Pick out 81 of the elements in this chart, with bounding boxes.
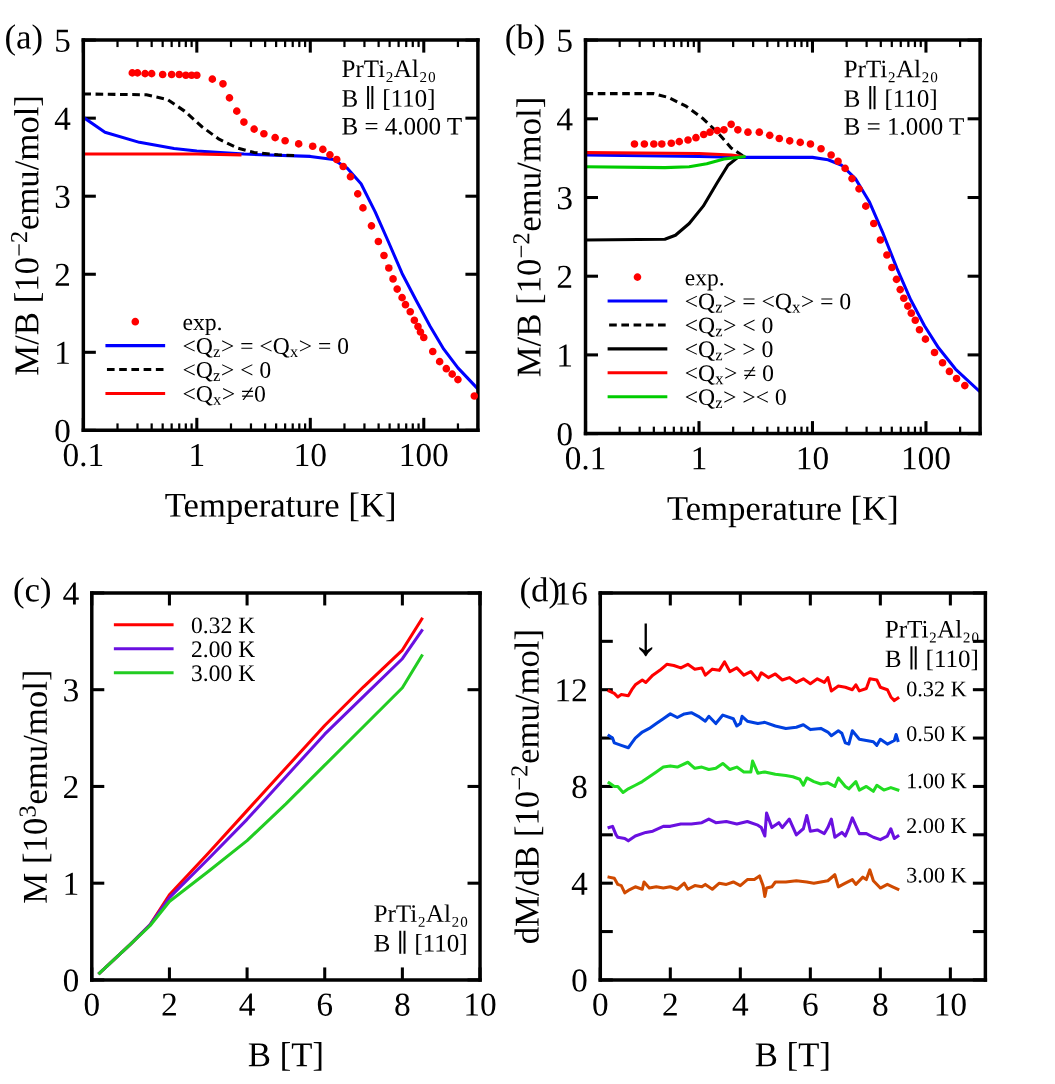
line-series [607, 868, 900, 899]
legend-label: <Q$_{x}$> ≠0 [183, 385, 265, 406]
x-tick-label: 6 [803, 993, 818, 1016]
line-series [607, 759, 900, 795]
annotation: ↓ [639, 623, 653, 657]
x-tick-label: 2 [663, 993, 677, 1016]
y-axis-title: M/B [10$^{−2}$emu/mol] [513, 99, 546, 377]
annotation: PrTi₂Al₂₀ B ∥ [110] B = 4.000 T [342, 59, 462, 135]
series-label: 1.00 K [908, 773, 967, 789]
series-label: 3.00 K [907, 867, 967, 883]
y-axis-title: M [10$^{3}$emu/mol] [19, 672, 52, 903]
line-series [607, 811, 900, 843]
legend-label: exp. [183, 318, 221, 335]
x-tick-label: 0.1 [63, 443, 103, 467]
y-tick-label: 3 [64, 679, 78, 702]
legend-label: 2.00 K [191, 641, 255, 658]
x-tick-label: 0 [593, 993, 608, 1016]
chart-title: (d) [521, 577, 559, 609]
x-tick-label: 6 [317, 993, 333, 1016]
y-tick-label: 2 [55, 263, 70, 286]
legend-label: <Q$_{z}$> = <Q$_{x}$> = 0 [685, 293, 851, 313]
legend-label: <Q$_{z}$> = <Q$_{x}$> = 0 [183, 338, 349, 358]
x-axis-title: Temperature [K] [667, 495, 897, 528]
x-tick-label: 8 [873, 993, 888, 1016]
legend-label: exp. [685, 274, 724, 291]
chart-title: (a) [6, 24, 42, 56]
legend-label: <Q$_{x}$> ≠ 0 [685, 365, 774, 385]
legend-label: <Q$_{z}$> < 0 [183, 361, 271, 382]
y-tick-label: 4 [54, 107, 71, 130]
legend-label: 3.00 K [192, 665, 255, 682]
y-tick-label: 0 [557, 423, 572, 446]
line-series [607, 711, 900, 750]
y-tick-label: 12 [557, 679, 586, 702]
y-tick-label: 2 [64, 775, 78, 799]
y-axis-title: dM/dB [10$^{−2}$emu/mol] [511, 631, 544, 943]
annotation: PrTi₂Al₂₀ B ∥ [110] [374, 904, 468, 955]
x-tick-label: 1 [191, 443, 204, 466]
x-tick-label: 100 [903, 447, 950, 470]
x-axis-title: B [T] [755, 1042, 829, 1071]
legend-label: 0.32 K [191, 617, 255, 634]
y-tick-label: 2 [557, 265, 572, 288]
y-tick-label: 0 [55, 419, 70, 443]
x-tick-label: 8 [395, 993, 410, 1016]
x-tick-label: 100 [401, 443, 448, 467]
y-axis-title: M/B [10$^{−2}$emu/mol] [11, 97, 43, 375]
y-tick-label: 5 [56, 29, 70, 52]
x-tick-label: 4 [239, 993, 255, 1016]
annotation: PrTi₂Al₂₀ B ∥ [110] B = 1.000 T [844, 59, 964, 135]
chart-title: (b) [506, 24, 544, 56]
x-tick-label: 1 [693, 447, 706, 470]
series-label: 0.50 K [907, 726, 967, 742]
x-tick-label: 10 [466, 993, 496, 1016]
series-label: 2.00 K [907, 818, 967, 834]
y-tick-label: 1 [559, 344, 572, 367]
x-axis-title: B [T] [248, 1042, 322, 1071]
y-tick-label: 3 [557, 187, 572, 210]
y-tick-label: 1 [57, 341, 69, 364]
x-tick-label: 10 [936, 993, 966, 1016]
y-tick-label: 0 [63, 969, 79, 992]
legend-label: <Q$_{z}$> >< 0 [685, 389, 786, 409]
x-tick-label: 4 [732, 993, 749, 1016]
y-tick-label: 4 [571, 872, 588, 895]
y-tick-label: 8 [572, 775, 587, 799]
y-tick-label: 3 [55, 185, 70, 209]
x-tick-label: 2 [162, 993, 176, 1016]
y-tick-label: 5 [558, 29, 572, 52]
legend-label: <Q$_{z}$> > 0 [685, 341, 773, 361]
x-tick-label: 10 [798, 447, 828, 470]
y-tick-label: 1 [65, 872, 78, 895]
annotation: PrTi₂Al₂₀ B ∥ [110] [885, 620, 979, 671]
y-tick-label: 0 [572, 969, 587, 992]
x-axis-title: Temperature [K] [165, 492, 394, 525]
y-tick-label: 4 [557, 108, 573, 131]
x-tick-label: 10 [296, 443, 326, 467]
chart-title: (c) [14, 577, 50, 609]
series-label: 0.32 K [907, 681, 967, 697]
y-tick-label: 4 [63, 582, 79, 605]
y-tick-label: 16 [557, 582, 587, 605]
x-tick-label: 0.1 [565, 447, 605, 470]
x-tick-label: 0 [84, 993, 99, 1016]
legend-label: <Q$_{z}$> < 0 [685, 317, 773, 337]
